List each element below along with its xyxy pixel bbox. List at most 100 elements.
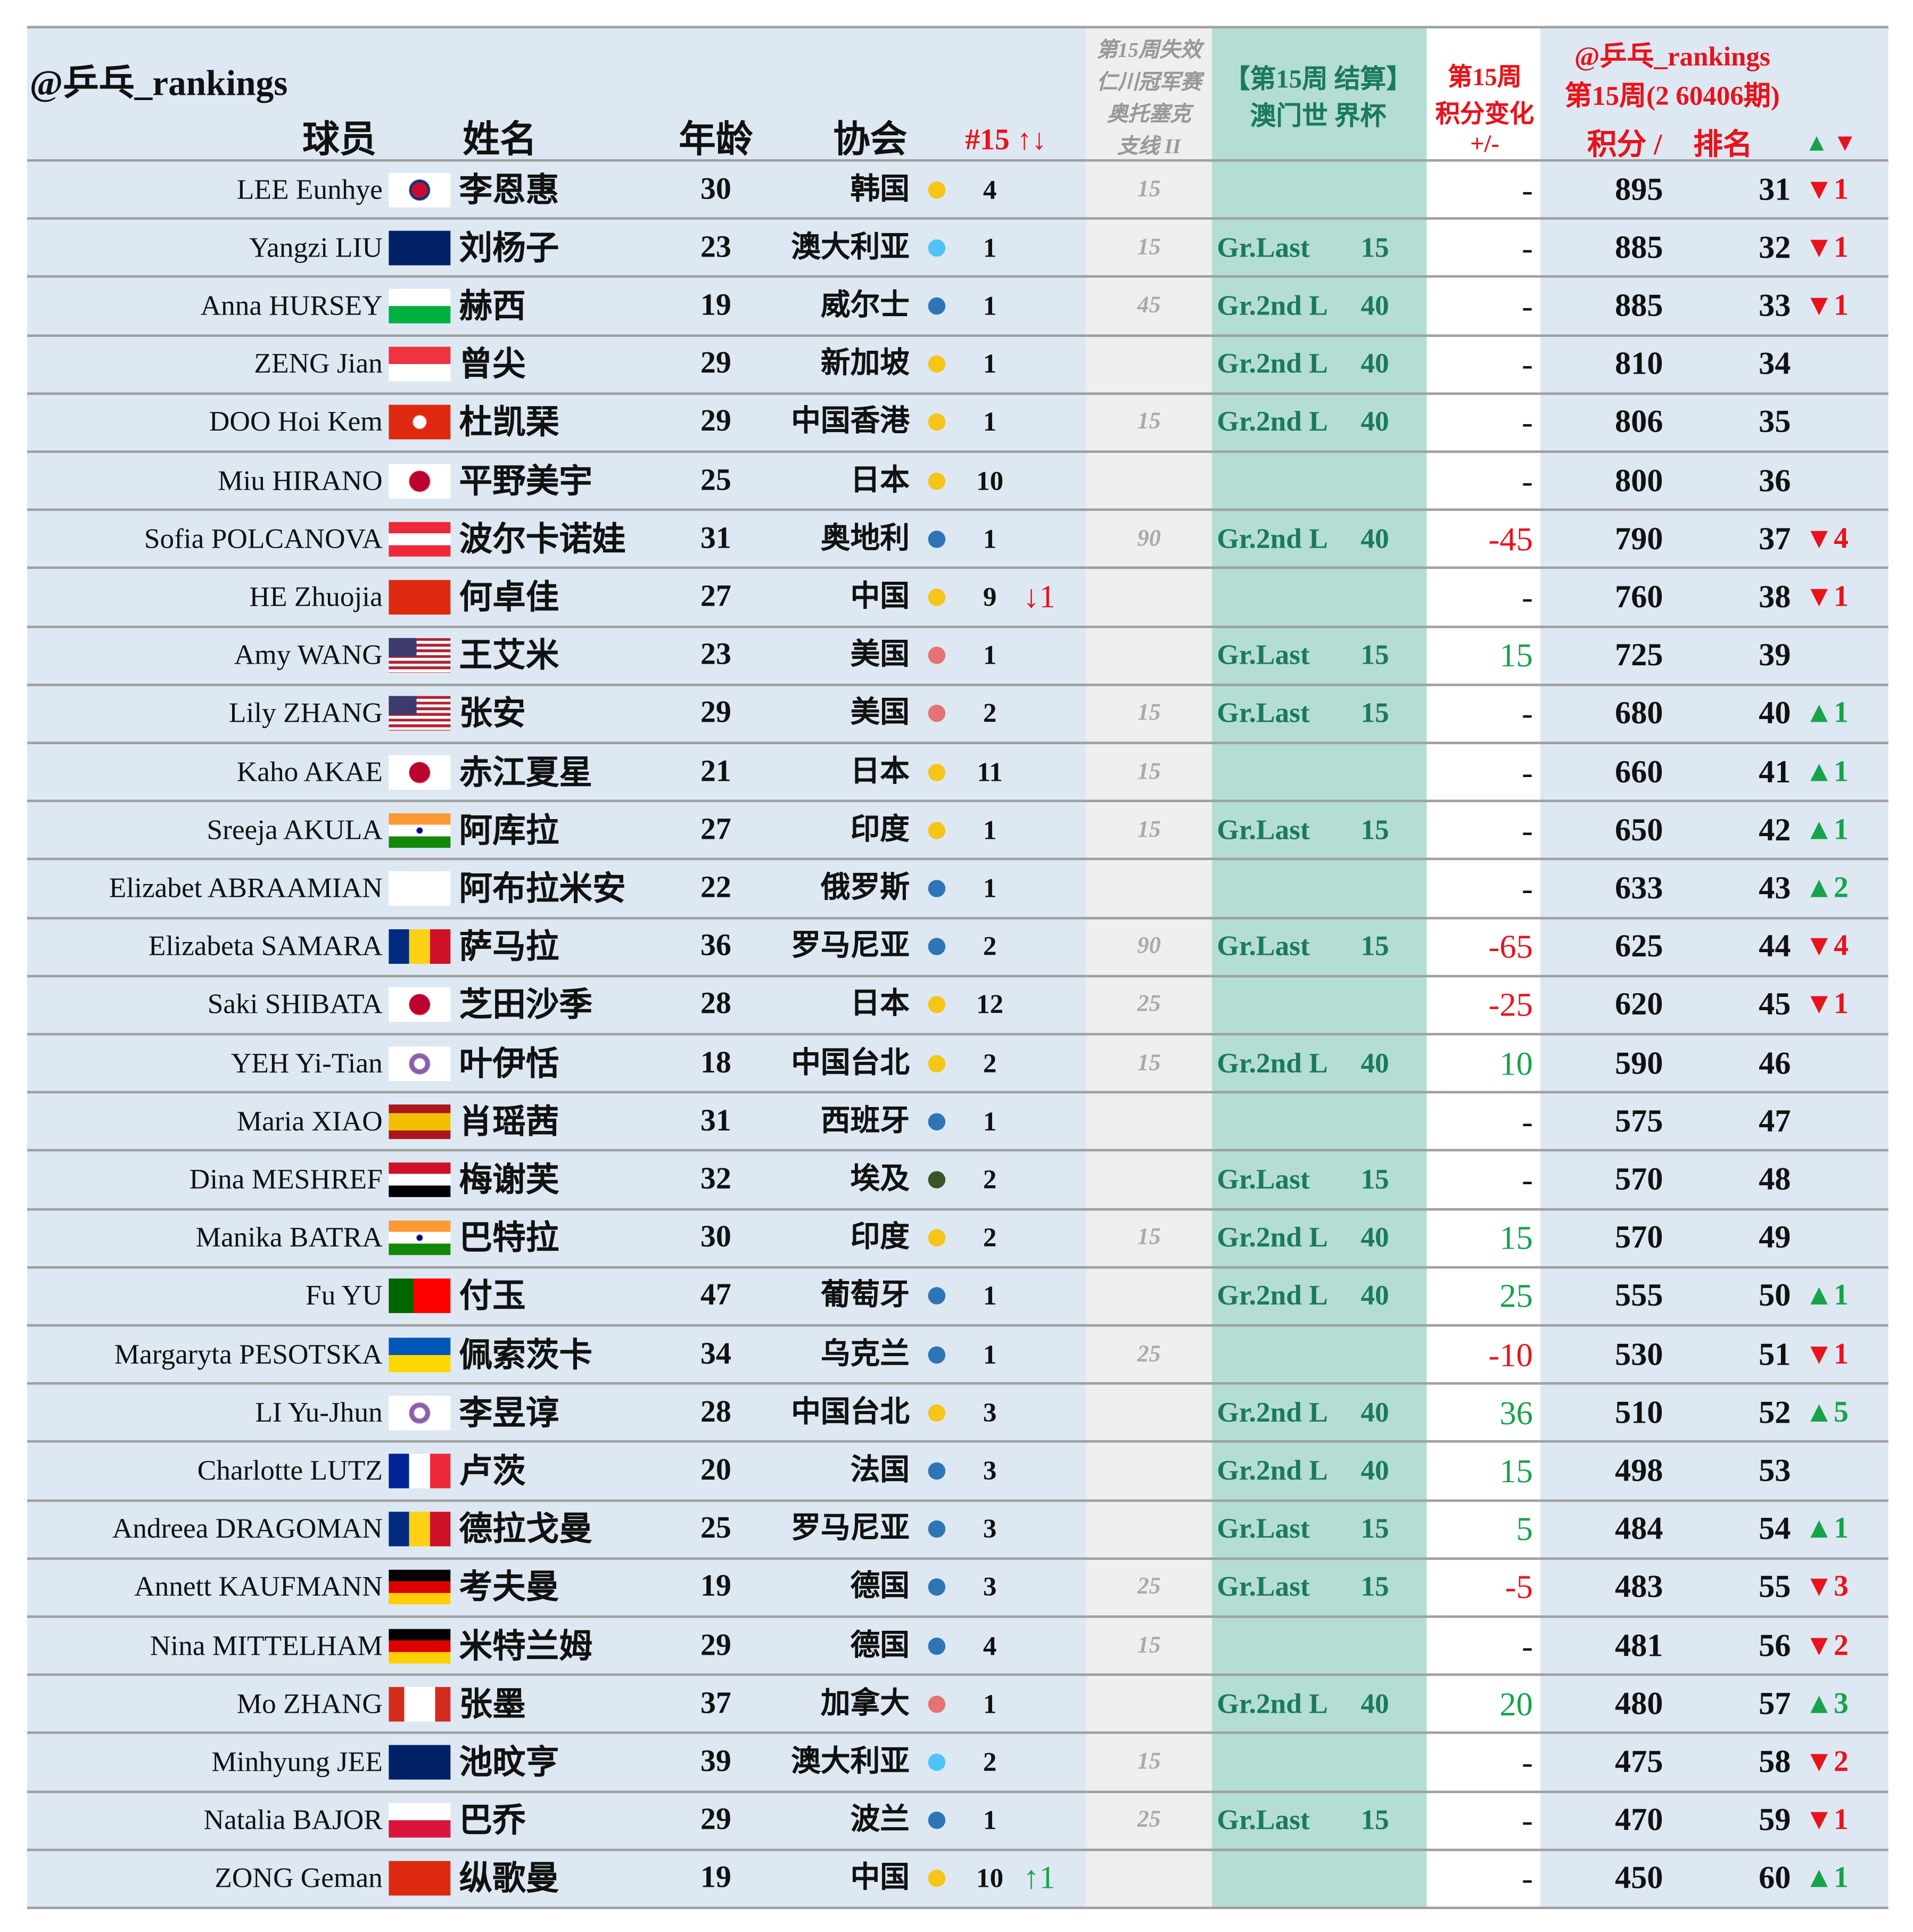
age: 27	[700, 580, 731, 614]
row-divider	[27, 217, 1889, 220]
points: 510	[1615, 1394, 1663, 1430]
lost-points: 15	[1137, 1632, 1161, 1658]
flag	[389, 1104, 451, 1139]
macau-result: Gr.2nd L	[1217, 1047, 1328, 1078]
association: 中国	[850, 1862, 910, 1895]
macau-points: 15	[1360, 1804, 1389, 1836]
chinese-name: 杜凯琹	[459, 404, 559, 441]
row-divider	[27, 683, 1889, 686]
flag	[389, 987, 451, 1022]
flag	[389, 1512, 451, 1547]
week15-rank: 2	[983, 1163, 997, 1195]
player-name: Sofia POLCANOVA	[144, 523, 383, 554]
points-change: 20	[1499, 1685, 1533, 1723]
week15-rank: 3	[983, 1455, 997, 1486]
week15-change: ↑1	[1023, 1860, 1056, 1896]
flag	[389, 638, 451, 673]
column-header: 第15周	[1447, 64, 1522, 92]
macau-result: Gr.2nd L	[1217, 523, 1328, 554]
lost-points: 15	[1137, 1224, 1161, 1251]
association: 日本	[850, 756, 910, 788]
rank: 31	[1759, 171, 1791, 207]
column-header: #15 ↑↓	[965, 125, 1047, 157]
player-name: LEE Eunhye	[236, 173, 383, 204]
age: 21	[700, 755, 731, 788]
row-divider	[27, 1091, 1889, 1094]
row-divider	[27, 799, 1889, 803]
points-change: -	[1521, 1802, 1533, 1839]
macau-points: 40	[1360, 1397, 1389, 1428]
row-divider	[27, 1208, 1889, 1210]
age: 29	[700, 346, 731, 381]
points-change: -	[1521, 1860, 1533, 1897]
chinese-name: 张安	[459, 695, 526, 732]
chinese-name: 何卓佳	[459, 579, 559, 616]
macau-points: 15	[1360, 1513, 1389, 1545]
chinese-name: 刘杨子	[459, 229, 559, 267]
player-name: Amy WANG	[234, 639, 383, 671]
macau-points: 15	[1360, 639, 1389, 671]
rank-move: ▼1	[1804, 173, 1849, 206]
chinese-name: 阿布拉米安	[459, 870, 626, 907]
player-name: Miu HIRANO	[218, 465, 383, 496]
week15-rank: 1	[983, 872, 997, 904]
points-change: -	[1521, 1161, 1533, 1199]
macau-points: 40	[1360, 523, 1389, 554]
week15-rank: 1	[983, 232, 997, 263]
rank: 40	[1759, 695, 1791, 731]
chinese-name: 梅谢芙	[459, 1161, 559, 1199]
age: 27	[700, 813, 731, 847]
column-header: 奥托塞克	[1107, 102, 1191, 126]
chinese-name: 肖瑶茜	[459, 1103, 559, 1141]
chinese-name: 佩索茨卡	[459, 1336, 592, 1373]
age: 29	[700, 696, 731, 730]
points: 810	[1615, 345, 1663, 382]
macau-result: Gr.Last	[1217, 1513, 1310, 1545]
week15-rank: 1	[983, 348, 997, 379]
association: 新加坡	[820, 348, 910, 381]
week15-rank: 10	[976, 1862, 1004, 1894]
association: 乌克兰	[820, 1338, 910, 1371]
association: 波兰	[850, 1804, 910, 1837]
points-change: 15	[1499, 1219, 1533, 1257]
rank: 43	[1759, 870, 1791, 906]
flag	[389, 1570, 451, 1605]
rank: 42	[1759, 812, 1791, 848]
rank-move: ▲1	[1804, 697, 1849, 730]
points: 475	[1615, 1744, 1663, 1780]
row-divider	[27, 1732, 1889, 1735]
points: 481	[1615, 1627, 1663, 1663]
macau-points: 40	[1360, 1688, 1389, 1719]
week15-rank: 1	[983, 1280, 997, 1311]
age: 29	[700, 1803, 731, 1837]
age: 36	[700, 929, 731, 963]
row-divider	[27, 858, 1889, 861]
macau-result: Gr.Last	[1217, 1804, 1310, 1836]
macau-result: Gr.Last	[1217, 814, 1310, 845]
region-dot	[928, 1637, 946, 1655]
column-header: 球员	[302, 119, 377, 161]
week15-rank: 11	[977, 756, 1003, 787]
region-dot	[928, 1345, 946, 1364]
row-divider	[27, 1382, 1889, 1385]
age: 31	[700, 522, 731, 555]
age: 47	[700, 1279, 731, 1312]
rank: 55	[1759, 1568, 1791, 1605]
column-header: 第15周(2 60406期)	[1564, 80, 1780, 111]
macau-result: Gr.2nd L	[1217, 1455, 1328, 1486]
player-name: Elizabeta SAMARA	[148, 930, 383, 962]
region-dot	[928, 705, 946, 723]
region-dot	[928, 880, 946, 897]
age: 29	[700, 1628, 731, 1662]
row-divider	[27, 275, 1889, 278]
points: 650	[1615, 812, 1663, 848]
flag	[389, 346, 451, 382]
points: 620	[1615, 986, 1663, 1022]
handle: @乒乓_rankings	[29, 64, 288, 104]
association: 罗马尼亚	[791, 930, 910, 963]
row-divider	[27, 450, 1889, 453]
macau-result: Gr.Last	[1217, 232, 1310, 263]
week15-rank: 1	[983, 1338, 997, 1369]
rank-move: ▼1	[1804, 290, 1849, 323]
lost-points: 90	[1137, 933, 1161, 960]
